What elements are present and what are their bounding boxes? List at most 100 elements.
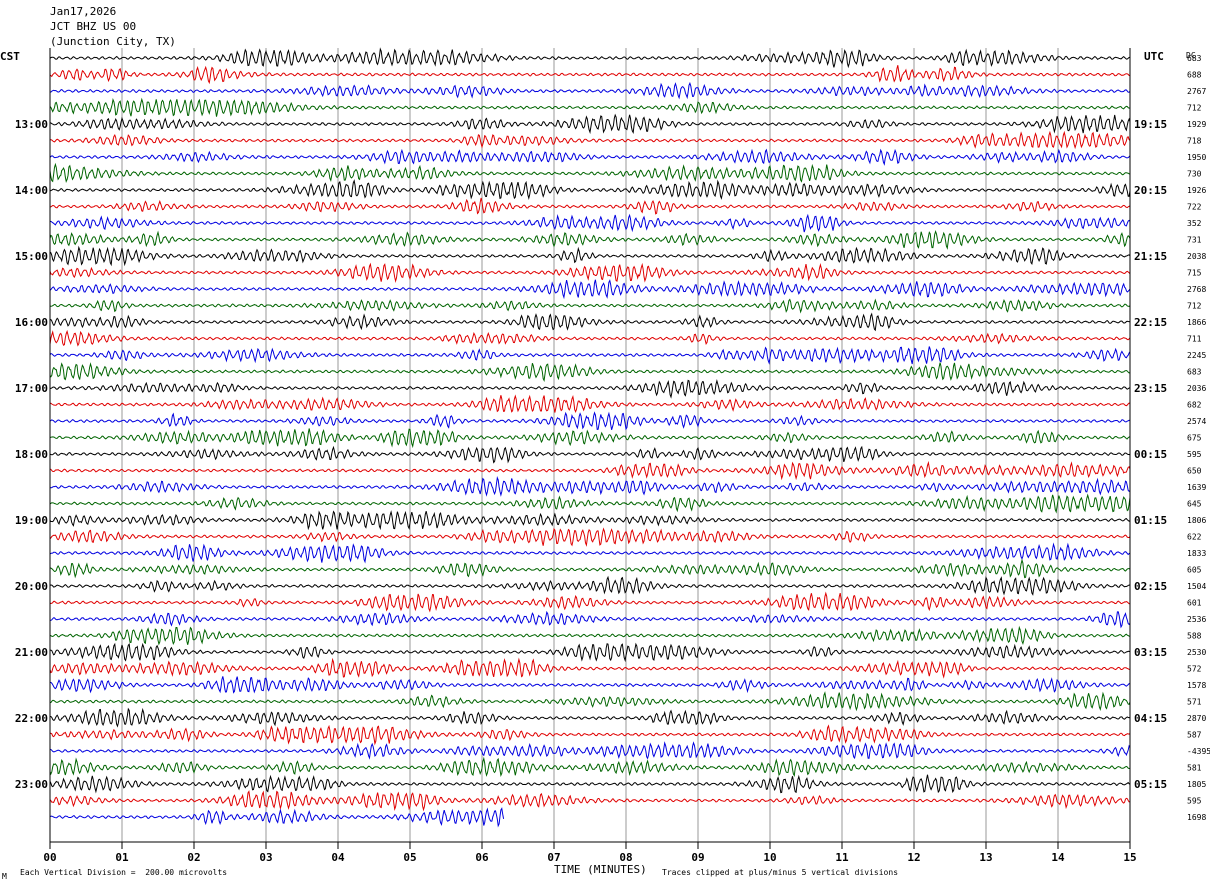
x-tick-label: 10 bbox=[763, 851, 776, 864]
seismic-trace bbox=[49, 460, 1131, 481]
dc-offset-label: 675 bbox=[1187, 434, 1202, 443]
seismic-trace bbox=[49, 179, 1131, 201]
cst-hour-label: 14:00 bbox=[15, 184, 48, 197]
seismic-trace bbox=[49, 625, 1131, 646]
dc-offset-label: 622 bbox=[1187, 533, 1202, 542]
utc-axis-label: UTC bbox=[1144, 50, 1164, 63]
utc-hour-label: 22:15 bbox=[1134, 316, 1167, 329]
seismic-trace bbox=[49, 230, 1131, 250]
chart-axes bbox=[49, 48, 1131, 849]
dc-offset-label: 1929 bbox=[1187, 120, 1206, 129]
cst-hour-label: 18:00 bbox=[15, 448, 48, 461]
dc-offset-label: 1698 bbox=[1187, 813, 1206, 822]
x-tick-label: 02 bbox=[187, 851, 200, 864]
dc-offset-label: 587 bbox=[1187, 731, 1202, 740]
utc-hour-label: 03:15 bbox=[1134, 646, 1167, 659]
chart-labels: 00 01 02 03 04 05 06 07 08 09 10 11 12 13 14 15 CST UTC DC… bbox=[0, 50, 1210, 864]
seismic-trace bbox=[49, 657, 1130, 679]
seismic-trace bbox=[49, 97, 1131, 117]
x-tick-label: 04 bbox=[331, 851, 345, 864]
seismic-trace bbox=[49, 558, 1131, 579]
x-tick-label: 14 bbox=[1051, 851, 1065, 864]
utc-hour-label: 00:15 bbox=[1134, 448, 1167, 461]
dc-offset-label: 2870 bbox=[1187, 714, 1206, 723]
cst-axis-label: CST bbox=[0, 50, 20, 63]
seismic-trace bbox=[49, 81, 1131, 100]
dc-offset-label: 2530 bbox=[1187, 648, 1206, 657]
dc-offset-label: 581 bbox=[1187, 764, 1202, 773]
dc-offset-label: 588 bbox=[1187, 632, 1202, 641]
seismic-trace bbox=[49, 475, 1131, 497]
seismic-trace bbox=[49, 245, 1131, 267]
seismic-trace bbox=[49, 807, 505, 828]
seismic-trace bbox=[49, 362, 1131, 382]
seismic-trace bbox=[49, 610, 1131, 629]
seismic-trace bbox=[49, 379, 1131, 399]
seismic-trace bbox=[49, 724, 1131, 746]
dc-offset-label: 1926 bbox=[1187, 186, 1206, 195]
seismic-trace bbox=[49, 298, 1131, 314]
dc-offset-label: 572 bbox=[1187, 665, 1202, 674]
dc-offset-label: 715 bbox=[1187, 269, 1202, 278]
dc-offset-label: 688 bbox=[1187, 71, 1202, 80]
x-tick-label: 06 bbox=[475, 851, 489, 864]
cst-hour-label: 21:00 bbox=[15, 646, 48, 659]
dc-offset-label: 1639 bbox=[1187, 483, 1206, 492]
x-tick-label: 12 bbox=[907, 851, 920, 864]
dc-offset-label: 605 bbox=[1187, 566, 1202, 575]
seismic-trace bbox=[49, 394, 1131, 414]
station-id: JCT BHZ US 00 bbox=[50, 20, 137, 33]
seismic-trace bbox=[49, 162, 1131, 183]
dc-offset-label: 1950 bbox=[1187, 153, 1206, 162]
utc-hour-label: 20:15 bbox=[1134, 184, 1167, 197]
cst-hour-label: 19:00 bbox=[15, 514, 48, 527]
x-tick-label: 08 bbox=[619, 851, 632, 864]
seismic-trace bbox=[49, 346, 1131, 365]
dc-offset-label: 1833 bbox=[1187, 549, 1206, 558]
seismic-trace bbox=[49, 411, 1131, 431]
x-tick-label: 03 bbox=[259, 851, 272, 864]
dc-offset-label: 601 bbox=[1187, 599, 1202, 608]
dc-offset-label: 595 bbox=[1187, 797, 1202, 806]
seismic-trace bbox=[49, 774, 1131, 794]
cst-hour-label: 23:00 bbox=[15, 778, 48, 791]
seismic-trace bbox=[49, 527, 1131, 547]
dc-offset-label: 571 bbox=[1187, 698, 1202, 707]
x-axis-title: TIME (MINUTES) bbox=[554, 863, 647, 876]
seismic-trace bbox=[49, 197, 1131, 215]
seismic-trace bbox=[49, 329, 1131, 347]
dc-offset-label: 682 bbox=[1187, 401, 1202, 410]
dc-offset-label: 731 bbox=[1187, 236, 1202, 245]
cst-hour-label: 13:00 bbox=[15, 118, 48, 131]
utc-hour-label: 02:15 bbox=[1134, 580, 1167, 593]
dc-offset-label: 595 bbox=[1187, 450, 1202, 459]
seismic-trace bbox=[49, 493, 1131, 514]
x-tick-label: 01 bbox=[115, 851, 129, 864]
dc-offset-label: 722 bbox=[1187, 203, 1202, 212]
x-tick-label: 00 bbox=[43, 851, 56, 864]
recording-date: Jan17,2026 bbox=[50, 5, 117, 18]
gridlines bbox=[121, 48, 1059, 842]
dc-offset-label: 2038 bbox=[1187, 252, 1206, 261]
corner-mark: M bbox=[2, 872, 7, 881]
dc-offset-label: 1578 bbox=[1187, 681, 1206, 690]
clip-note: Traces clipped at plus/minus 5 vertical … bbox=[662, 868, 899, 877]
dc-offset-label: 2768 bbox=[1187, 285, 1206, 294]
dc-offset-label: -4395 bbox=[1187, 747, 1210, 756]
seismic-trace bbox=[49, 707, 1131, 728]
x-tick-label: 09 bbox=[691, 851, 704, 864]
seismic-trace bbox=[49, 790, 1131, 812]
utc-hour-label: 21:15 bbox=[1134, 250, 1167, 263]
dc-offset-label: 352 bbox=[1187, 219, 1202, 228]
dc-offset-label: 2574 bbox=[1187, 417, 1206, 426]
dc-offset-label: 683 bbox=[1187, 368, 1202, 377]
dc-header-label: DC bbox=[1186, 51, 1196, 60]
seismic-trace bbox=[49, 113, 1131, 135]
dc-offset-label: 712 bbox=[1187, 104, 1202, 113]
dc-offset-label: 2767 bbox=[1187, 87, 1206, 96]
dc-offset-label: 2245 bbox=[1187, 351, 1206, 360]
dc-offset-label: 650 bbox=[1187, 467, 1202, 476]
dc-offset-label: 712 bbox=[1187, 302, 1202, 311]
utc-hour-label: 05:15 bbox=[1134, 778, 1167, 791]
seismic-trace bbox=[49, 575, 1131, 596]
